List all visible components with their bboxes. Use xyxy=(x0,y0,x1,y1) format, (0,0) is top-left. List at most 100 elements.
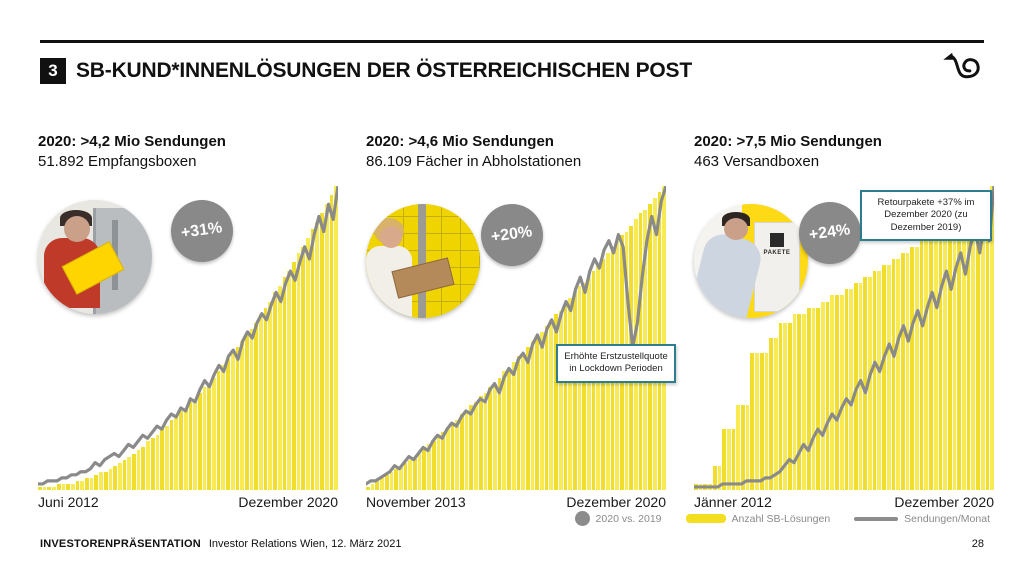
stats-block: 2020: >4,6 Mio Sendungen 86.109 Fächer i… xyxy=(366,132,666,180)
bar xyxy=(502,371,507,490)
bar xyxy=(525,347,530,490)
bar xyxy=(282,277,287,490)
page-title: SB-KUND*INNENLÖSUNGEN DER ÖSTERREICHISCH… xyxy=(76,58,692,82)
bar xyxy=(521,353,525,490)
bar xyxy=(483,392,488,490)
growth-badge: +31% xyxy=(171,200,233,262)
bar xyxy=(403,462,408,490)
bar xyxy=(329,195,334,490)
bar xyxy=(380,477,384,490)
bar xyxy=(212,377,216,490)
bar xyxy=(769,338,773,490)
bar xyxy=(56,483,61,490)
bar xyxy=(141,447,146,490)
bar xyxy=(235,347,240,490)
x-axis-end: Dezember 2020 xyxy=(894,494,994,510)
legend: 2020 vs. 2019 Anzahl SB-Lösungen Sendung… xyxy=(561,511,990,526)
bar xyxy=(422,447,427,490)
bar xyxy=(919,240,924,490)
bar xyxy=(773,338,778,490)
bar xyxy=(530,341,535,490)
bar xyxy=(273,292,277,490)
bar xyxy=(478,395,483,490)
line-series xyxy=(366,186,666,490)
legend-item-2020-vs-2019: 2020 vs. 2019 xyxy=(574,511,662,526)
bar xyxy=(896,258,900,490)
chart-versandboxen: PAKETE +24% Retourpakete +37% im Dezembe… xyxy=(694,186,994,490)
chart-column-versandboxen: 2020: >7,5 Mio Sendungen 463 Versandboxe… xyxy=(694,132,994,510)
bar xyxy=(929,234,933,490)
bar xyxy=(193,398,197,490)
bar xyxy=(830,295,835,490)
bar xyxy=(384,474,389,490)
slide-header: 3 SB-KUND*INNENLÖSUNGEN DER ÖSTERREICHIS… xyxy=(40,52,984,89)
page-number: 28 xyxy=(971,538,984,550)
bar xyxy=(868,277,872,490)
bar xyxy=(445,429,450,490)
bar xyxy=(450,423,455,490)
x-axis-start: Jänner 2012 xyxy=(694,494,772,510)
bar xyxy=(240,341,244,490)
bar xyxy=(389,471,394,490)
bar xyxy=(42,486,47,490)
bar xyxy=(933,234,938,490)
bar xyxy=(207,383,212,490)
bar xyxy=(492,383,497,490)
bar xyxy=(877,271,882,490)
legend-item-anzahl-sb-loesungen: Anzahl SB-Lösungen xyxy=(685,513,830,525)
bar xyxy=(306,237,310,490)
bar xyxy=(835,295,839,490)
stat-subline: 51.892 Empfangsboxen xyxy=(38,152,197,170)
chart-abholstationen: +20% Erhöhte Erstzustellquote in Lockdow… xyxy=(366,186,676,490)
annotation-retourpakete: Retourpakete +37% im Dezember 2020 (zu D… xyxy=(860,190,992,242)
bar xyxy=(441,432,445,490)
x-axis-labels: Jänner 2012 Dezember 2020 xyxy=(694,494,994,510)
bar xyxy=(370,483,375,490)
bar xyxy=(169,420,174,490)
bar xyxy=(249,328,254,490)
bar xyxy=(408,459,413,490)
growth-badge: +20% xyxy=(481,204,543,266)
bar xyxy=(334,186,338,490)
x-axis-start: November 2013 xyxy=(366,494,466,510)
pakete-label: PAKETE xyxy=(763,250,791,256)
bar xyxy=(549,319,554,490)
bar xyxy=(792,313,797,490)
bar xyxy=(577,286,582,490)
bar xyxy=(915,246,919,490)
bar xyxy=(230,353,235,490)
bar xyxy=(268,301,273,490)
header-rule xyxy=(40,40,984,43)
bar xyxy=(825,301,830,490)
bar xyxy=(943,228,947,490)
bar xyxy=(816,307,820,490)
bar xyxy=(315,222,320,490)
stat-subline: 463 Versandboxen xyxy=(694,152,820,170)
bar xyxy=(375,480,380,490)
bar xyxy=(788,322,792,490)
x-axis-labels: November 2013 Dezember 2020 xyxy=(366,494,666,510)
bar xyxy=(38,486,42,490)
bar xyxy=(844,289,849,490)
bar xyxy=(75,480,80,490)
bar xyxy=(221,365,226,490)
bar xyxy=(839,295,844,490)
bar xyxy=(582,283,587,490)
bar xyxy=(717,465,722,490)
footer: INVESTORENPRÄSENTATION Investor Relations… xyxy=(40,538,401,550)
bar xyxy=(296,252,301,490)
bar xyxy=(164,426,169,490)
bar xyxy=(146,441,150,490)
bar xyxy=(741,404,745,490)
bar xyxy=(394,468,398,490)
bar xyxy=(132,453,136,490)
bar xyxy=(94,474,99,490)
bar xyxy=(413,456,417,490)
bar xyxy=(507,368,511,490)
bar xyxy=(277,286,282,490)
bar xyxy=(563,304,568,490)
bar xyxy=(183,407,188,490)
photo-abholstation xyxy=(366,204,480,318)
bar xyxy=(216,371,221,490)
